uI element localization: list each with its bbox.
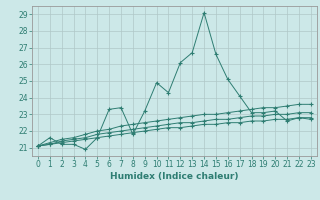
X-axis label: Humidex (Indice chaleur): Humidex (Indice chaleur)	[110, 172, 239, 181]
